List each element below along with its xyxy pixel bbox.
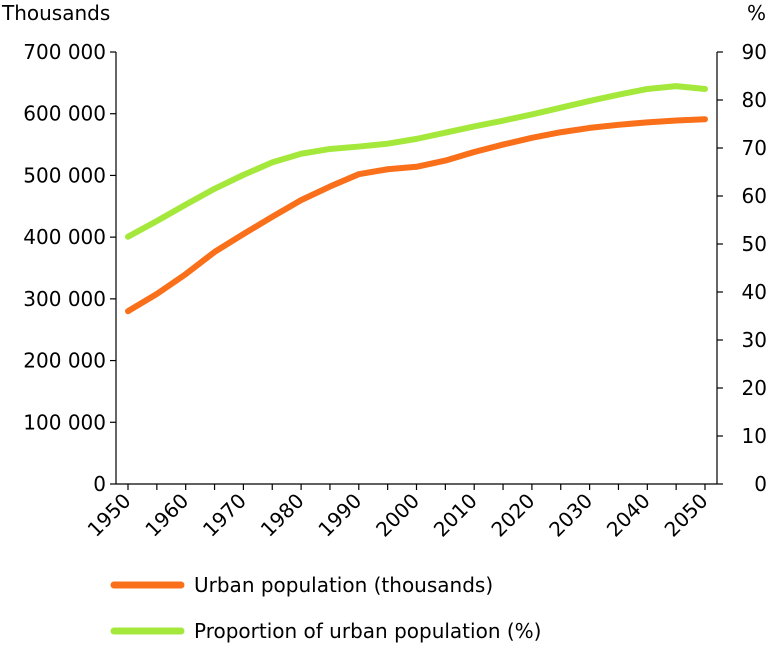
y-right-tick-label: 80 [742, 88, 767, 112]
legend-label: Proportion of urban population (%) [194, 619, 541, 643]
y-left-tick-label: 600 000 [23, 102, 106, 126]
y-right-tick-label: 70 [742, 136, 767, 160]
y-left-tick-label: 700 000 [23, 40, 106, 64]
proportion-urban-line [125, 83, 708, 240]
y-left-axis-title: Thousands [1, 1, 110, 25]
x-tick-label: 2010 [429, 489, 482, 542]
y-right-tick-label: 60 [742, 184, 767, 208]
legend-label: Urban population (thousands) [194, 573, 493, 597]
y-left-tick-label: 0 [93, 472, 106, 496]
y-left-tick-label: 100 000 [23, 410, 106, 434]
x-tick-label: 2000 [371, 489, 424, 542]
urban-population-line [125, 116, 708, 315]
x-tick-label: 2040 [602, 489, 655, 542]
y-left-tick-label: 200 000 [23, 349, 106, 373]
y-left-tick-label: 300 000 [23, 287, 106, 311]
y-right-tick-label: 20 [742, 376, 767, 400]
y-right-tick-label: 0 [754, 472, 767, 496]
legend: Urban population (thousands) Proportion o… [110, 573, 541, 643]
axes [110, 51, 723, 490]
x-tick-label: 2050 [660, 489, 713, 542]
x-tick-label: 1970 [198, 489, 251, 542]
y-right-tick-label: 90 [742, 40, 767, 64]
tick-labels: 0 100 000 200 000 300 000 400 000 500 000 600 … [23, 40, 767, 542]
y-left-tick-label: 400 000 [23, 225, 106, 249]
x-tick-label: 2020 [486, 489, 539, 542]
y-right-tick-label: 40 [742, 280, 767, 304]
x-tick-label: 1960 [140, 489, 193, 542]
y-right-tick-label: 30 [742, 328, 767, 352]
y-left-tick-label: 500 000 [23, 163, 106, 187]
y-right-axis-title: % [747, 1, 766, 25]
x-tick-label: 1950 [83, 489, 136, 542]
x-tick-label: 1980 [256, 489, 309, 542]
x-tick-label: 1990 [313, 489, 366, 542]
y-right-tick-label: 10 [742, 424, 767, 448]
y-right-tick-label: 50 [742, 232, 767, 256]
series-lines [125, 83, 708, 315]
x-tick-label: 2030 [544, 489, 597, 542]
